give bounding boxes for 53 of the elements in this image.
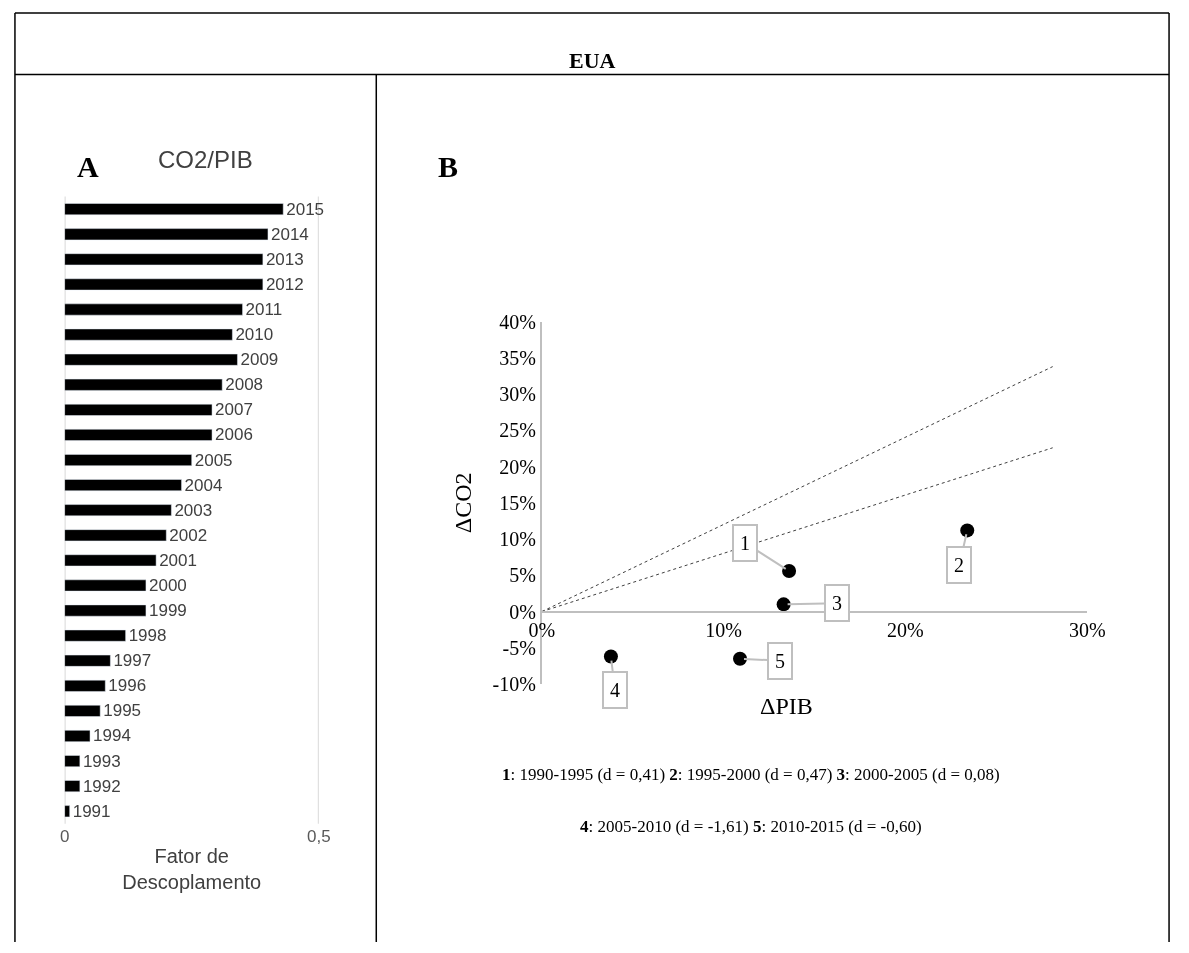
y-tick-label: -10% bbox=[492, 673, 536, 696]
y-tick-label: 1994 bbox=[93, 726, 131, 746]
text: EUA bbox=[569, 48, 616, 73]
text: B bbox=[438, 150, 459, 183]
x-tick-label: 30% bbox=[1068, 618, 1106, 641]
y-tick-label: 2001 bbox=[159, 550, 197, 570]
annotation: 5 bbox=[775, 650, 785, 672]
y-tick-label: 25% bbox=[499, 419, 536, 442]
y-tick-label: 1991 bbox=[72, 801, 111, 821]
x-tick-label: 10% bbox=[705, 618, 742, 641]
y-tick-label: 1996 bbox=[108, 676, 147, 696]
annotation: 2 bbox=[954, 554, 964, 576]
y-tick-label: 35% bbox=[499, 346, 536, 369]
chart-title: CO2/PIB bbox=[158, 146, 253, 173]
annotation: 4 bbox=[610, 679, 620, 701]
y-tick-label: 2013 bbox=[265, 249, 304, 269]
y-tick-label: 2010 bbox=[235, 325, 274, 345]
text: 1: 1990-1995 (d = 0,41) 2: 1995-2000 (d = 0,47) 3: 2000-2005 (d = 0,08) bbox=[502, 765, 1000, 784]
y-tick-label: 2000 bbox=[148, 575, 187, 595]
x-axis-title: Fator de Descoplamento bbox=[122, 845, 262, 894]
y-tick-label: 1992 bbox=[82, 776, 121, 796]
y-tick-label: 2012 bbox=[265, 274, 304, 294]
y-tick-label: 2009 bbox=[240, 350, 279, 370]
text: A bbox=[77, 150, 99, 183]
y-tick-label: 2014 bbox=[270, 224, 309, 244]
y-tick-label: 1999 bbox=[148, 601, 187, 621]
y-tick-label: 1993 bbox=[82, 751, 121, 771]
y-tick-label: 5% bbox=[509, 564, 536, 587]
y-tick-label: 2002 bbox=[169, 525, 208, 545]
y-tick-label: 2007 bbox=[215, 400, 253, 420]
y-tick-label: 2006 bbox=[215, 425, 253, 445]
x-tick-label: 0,5 bbox=[307, 826, 331, 846]
x-axis-title: ΔPIB bbox=[760, 693, 813, 719]
y-tick-label: 2015 bbox=[286, 199, 325, 219]
y-tick-label: 1995 bbox=[103, 701, 142, 721]
y-axis-title: ΔCO2 bbox=[450, 472, 477, 534]
x-tick-label: 0 bbox=[59, 826, 70, 846]
y-tick-label: 15% bbox=[499, 491, 536, 514]
y-tick-label: 1997 bbox=[113, 651, 152, 671]
x-tick-label: 20% bbox=[887, 618, 924, 641]
y-tick-label: 20% bbox=[499, 455, 536, 478]
y-tick-label: 2005 bbox=[194, 450, 233, 470]
y-tick-label: 1998 bbox=[128, 626, 167, 646]
y-tick-label: 10% bbox=[499, 528, 536, 551]
y-tick-label: 2011 bbox=[245, 300, 283, 320]
annotation: 3 bbox=[832, 592, 842, 614]
y-tick-label: 40% bbox=[499, 310, 536, 333]
text: 4: 2005-2010 (d = -1,61) 5: 2010-2015 (d = -0,60) bbox=[580, 817, 922, 836]
annotation: 1 bbox=[740, 532, 750, 554]
y-tick-label: 2008 bbox=[225, 375, 264, 395]
y-tick-label: 30% bbox=[499, 383, 536, 406]
y-tick-label: 2004 bbox=[184, 475, 223, 495]
y-tick-label: 2003 bbox=[174, 500, 213, 520]
